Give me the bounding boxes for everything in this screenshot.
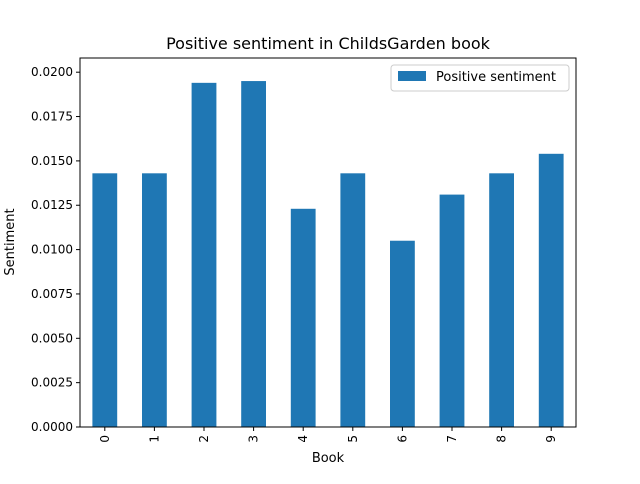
x-tick-label: 9 [544, 435, 558, 443]
bars-group [92, 81, 564, 428]
y-tick-label: 0.0050 [31, 331, 73, 345]
bar-1 [142, 173, 167, 427]
x-tick-label: 2 [197, 435, 211, 443]
y-axis-label: Sentiment [3, 208, 18, 275]
bar-0 [92, 173, 118, 427]
bar-9 [538, 153, 564, 428]
chart-title: Positive sentiment in ChildsGarden book [166, 34, 491, 53]
bar-7 [439, 194, 465, 427]
bar-2 [191, 82, 217, 427]
x-tick-label: 0 [98, 435, 112, 443]
y-tick-label: 0.0125 [31, 198, 73, 212]
bar-6 [390, 240, 415, 427]
y-tick-label: 0.0025 [31, 376, 73, 390]
x-axis-label: Book [312, 451, 345, 466]
bar-4 [290, 208, 316, 427]
x-tick-label: 8 [495, 435, 509, 443]
x-ticks-group: 0 1 2 3 4 5 6 7 8 9 [98, 427, 558, 443]
y-tick-label: 0.0075 [31, 287, 73, 301]
bar-8 [489, 173, 514, 427]
x-tick-label: 3 [247, 435, 261, 443]
x-tick-label: 7 [445, 435, 459, 443]
legend-label: Positive sentiment [436, 70, 556, 85]
x-tick-label: 1 [147, 435, 161, 443]
y-tick-label: 0.0000 [31, 420, 73, 434]
bar-5 [340, 173, 366, 427]
bar-3 [241, 81, 266, 427]
plot-frame [79, 57, 577, 428]
legend-swatch [398, 71, 426, 81]
legend-frame [390, 64, 570, 92]
x-tick-label: 5 [346, 435, 360, 443]
y-tick-label: 0.0100 [31, 243, 73, 257]
x-tick-label: 4 [296, 435, 310, 443]
y-tick-label: 0.0200 [31, 65, 73, 79]
y-tick-label: 0.0150 [31, 154, 73, 168]
x-tick-label: 6 [395, 435, 409, 443]
y-ticks-group: 0.0000 0.0025 0.0050 0.0075 0.0100 0.0125 0.01… [31, 65, 80, 434]
y-tick-label: 0.0175 [31, 110, 73, 124]
legend: Positive sentiment [390, 64, 570, 92]
